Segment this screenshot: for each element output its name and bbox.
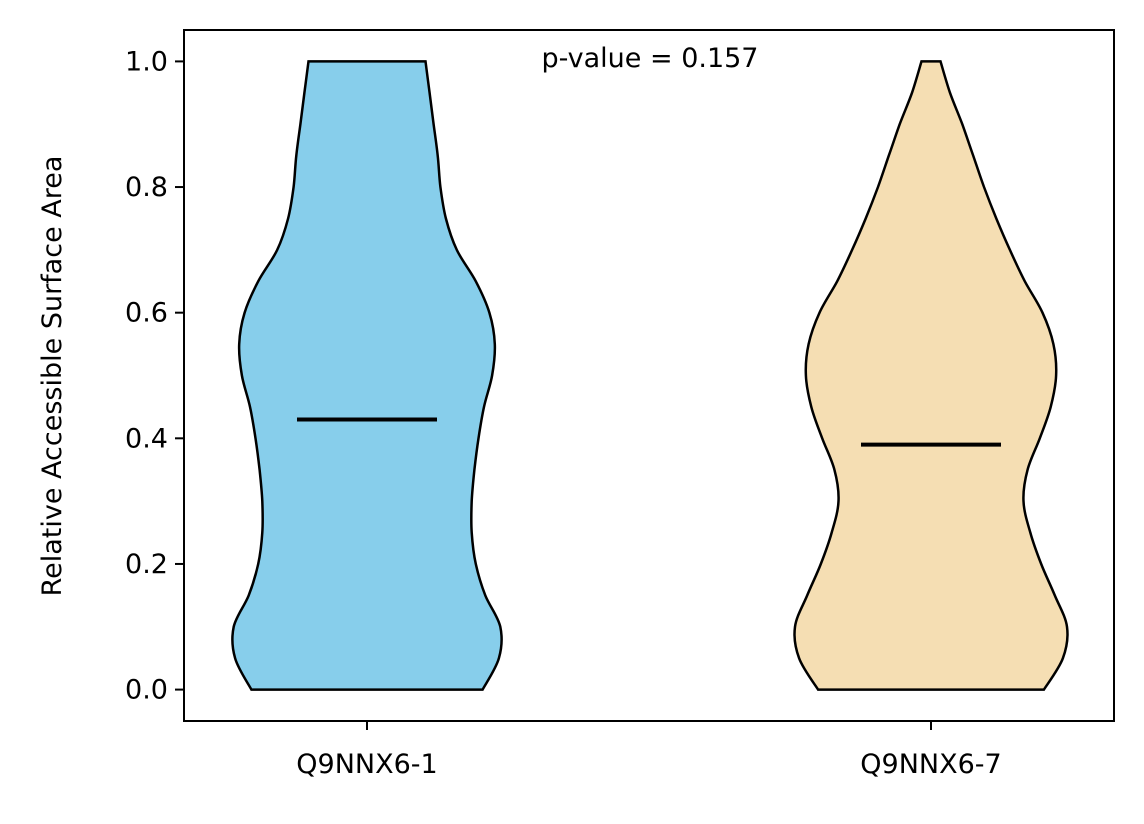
- y-tick-label: 0.2: [125, 549, 168, 580]
- p-value-annotation: p-value = 0.157: [542, 43, 759, 74]
- y-axis-label: Relative Accessible Surface Area: [37, 156, 68, 597]
- plot-frame: [183, 29, 1115, 722]
- y-tick-label: 0.4: [125, 423, 168, 454]
- x-tick-label: Q9NNX6-1: [296, 749, 437, 780]
- violin-Q9NNX6-1: [231, 60, 503, 691]
- x-tick-label: Q9NNX6-7: [860, 749, 1001, 780]
- x-axis: Q9NNX6-1 Q9NNX6-7: [296, 721, 1002, 780]
- y-axis: 0.0 0.2 0.4 0.6 0.8 1.0: [125, 46, 184, 706]
- y-tick-label: 1.0: [125, 46, 168, 77]
- violin-layer: [231, 60, 1069, 691]
- y-tick-label: 0.0: [125, 675, 168, 706]
- y-tick-label: 0.6: [125, 298, 168, 329]
- violin-Q9NNX6-7: [793, 60, 1069, 691]
- y-tick-label: 0.8: [125, 172, 168, 203]
